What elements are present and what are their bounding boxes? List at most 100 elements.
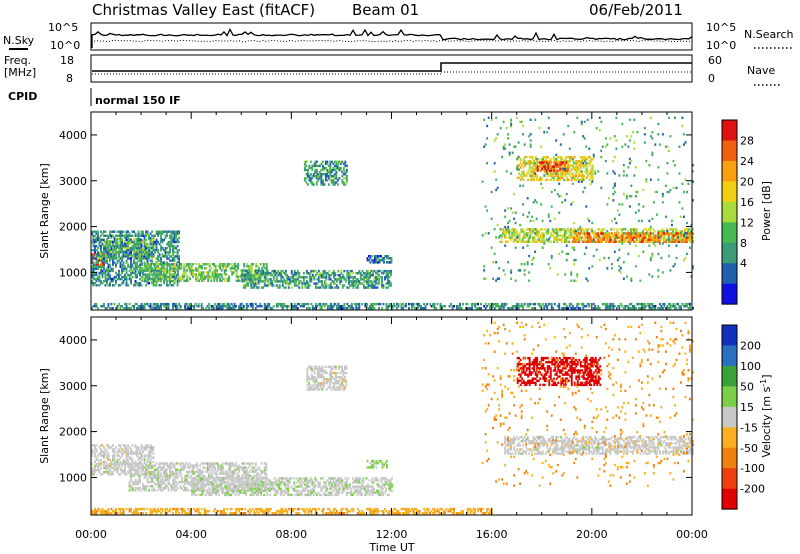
power-data-cell xyxy=(136,244,138,247)
power-data-cell xyxy=(107,265,110,268)
power-data-cell xyxy=(555,153,558,157)
power-data-cell xyxy=(666,232,669,235)
power-data-cell xyxy=(235,271,238,274)
power-data-cell xyxy=(655,213,658,216)
power-data-cell xyxy=(342,177,345,180)
power-data-cell xyxy=(308,179,311,182)
power-data-cell xyxy=(103,250,105,253)
power-data-cell xyxy=(529,118,532,121)
power-data-cell xyxy=(136,240,138,243)
power-data-cell xyxy=(541,228,544,231)
power-data-cell xyxy=(344,160,347,163)
power-data-cell xyxy=(128,269,131,273)
power-data-cell xyxy=(159,277,161,280)
power-data-cell xyxy=(269,278,272,281)
nave-tick-high: 60 xyxy=(708,54,722,67)
power-data-cell xyxy=(559,143,562,146)
power-data-cell xyxy=(385,269,388,273)
power-data-cell xyxy=(510,118,513,121)
power-data-cell xyxy=(134,244,137,248)
power-data-cell xyxy=(281,282,284,285)
power-data-cell xyxy=(101,253,104,256)
power-data-cell xyxy=(136,247,138,250)
power-data-cell xyxy=(154,267,156,270)
power-data-cell xyxy=(199,275,202,278)
power-data-cell xyxy=(107,271,110,275)
power-data-cell xyxy=(308,278,311,281)
power-data-cell xyxy=(176,305,179,308)
power-data-cell xyxy=(112,251,114,254)
power-data-cell xyxy=(202,277,205,280)
power-data-cell xyxy=(167,240,170,244)
power-data-cell xyxy=(157,273,160,276)
power-data-cell xyxy=(615,116,618,119)
power-data-cell xyxy=(254,272,257,275)
power-data-cell xyxy=(143,253,146,256)
power-data-cell xyxy=(95,273,98,277)
power-data-cell xyxy=(134,271,137,275)
power-data-cell xyxy=(527,238,530,241)
power-data-cell xyxy=(259,274,262,277)
power-data-cell xyxy=(508,228,511,231)
power-data-cell xyxy=(144,267,146,270)
power-data-cell xyxy=(259,269,262,273)
power-data-cell xyxy=(154,240,156,244)
power-data-cell xyxy=(280,278,283,281)
power-data-cell xyxy=(92,236,95,240)
power-data-cell xyxy=(109,284,111,287)
power-data-cell xyxy=(124,273,126,277)
power-data-cell xyxy=(212,307,215,310)
power-data-cell xyxy=(128,257,131,260)
velocity-data-cell xyxy=(97,458,99,461)
power-data-cell xyxy=(292,274,295,277)
power-data-cell xyxy=(597,170,600,173)
power-data-cell xyxy=(202,279,205,282)
power-data-cell xyxy=(558,302,561,306)
power-data-cell xyxy=(389,257,391,260)
power-data-cell xyxy=(543,174,546,177)
power-data-cell xyxy=(112,234,114,237)
power-data-cell xyxy=(186,275,189,278)
power-data-cell xyxy=(329,175,332,178)
power-data-cell xyxy=(110,244,113,248)
power-data-cell xyxy=(591,172,594,175)
power-data-cell xyxy=(321,168,324,172)
power-data-cell xyxy=(254,284,257,287)
power-data-cell xyxy=(373,307,376,310)
power-data-cell xyxy=(684,256,687,260)
power-data-cell xyxy=(310,280,313,283)
power-data-cell xyxy=(564,230,567,233)
power-data-cell xyxy=(252,277,255,280)
power-data-cell xyxy=(601,145,604,148)
power-data-cell xyxy=(336,183,339,186)
power-data-cell xyxy=(170,240,173,244)
power-data-cell xyxy=(205,267,208,270)
power-data-cell xyxy=(149,255,152,258)
power-data-cell xyxy=(103,302,105,306)
power-data-cell xyxy=(104,256,107,259)
power-data-cell xyxy=(95,232,98,235)
power-data-cell xyxy=(255,265,258,268)
power-data-cell xyxy=(320,179,323,182)
power-data-cell xyxy=(547,228,550,231)
power-data-cell xyxy=(500,234,503,237)
power-data-cell xyxy=(145,234,147,237)
power-data-cell xyxy=(606,267,609,270)
power-data-cell xyxy=(675,186,678,190)
power-data-cell xyxy=(178,230,180,233)
power-data-cell xyxy=(268,272,271,275)
power-data-cell xyxy=(151,273,153,277)
power-data-cell xyxy=(148,234,150,237)
power-data-cell xyxy=(681,124,684,128)
power-data-cell xyxy=(124,265,126,268)
power-data-cell xyxy=(149,305,152,308)
power-data-cell xyxy=(317,286,320,289)
power-data-cell xyxy=(612,199,615,202)
power-data-cell xyxy=(122,246,125,249)
power-data-cell xyxy=(585,246,588,249)
velocity-data-cell xyxy=(113,456,116,459)
power-data-cell xyxy=(207,263,210,266)
power-data-cell xyxy=(582,174,585,177)
power-data-cell xyxy=(370,269,373,273)
